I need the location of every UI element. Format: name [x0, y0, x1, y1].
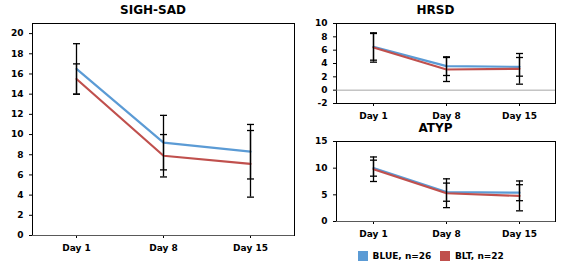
svg-text:6: 6	[321, 45, 327, 55]
svg-text:18: 18	[11, 49, 24, 59]
svg-text:Day 15: Day 15	[502, 111, 537, 121]
html-text:BLUE, n=26: BLUE, n=26	[372, 250, 432, 261]
svg-text:12: 12	[11, 109, 24, 119]
svg-text:Day 8: Day 8	[432, 111, 461, 121]
svg-text:Day 1: Day 1	[359, 229, 388, 239]
svg-text:0: 0	[321, 216, 327, 226]
svg-text:4: 4	[321, 58, 327, 68]
svg-text:15: 15	[315, 136, 328, 146]
svg-text:Day 15: Day 15	[233, 243, 268, 253]
svg-text:10: 10	[315, 163, 328, 173]
svg-text:14: 14	[11, 89, 24, 99]
svg-text:2: 2	[17, 210, 23, 220]
svg-text:Day 15: Day 15	[502, 229, 537, 239]
svg-text:5: 5	[321, 190, 327, 200]
svg-text:8: 8	[17, 150, 23, 160]
svg-text:16: 16	[11, 69, 24, 79]
svg-text:0: 0	[17, 230, 23, 240]
html-text:SIGH-SAD: SIGH-SAD	[120, 3, 186, 17]
svg-text:10: 10	[11, 129, 24, 139]
svg-text:8: 8	[321, 32, 327, 42]
svg-text:4: 4	[17, 190, 23, 200]
svg-text:Day 8: Day 8	[432, 229, 461, 239]
html-text:HRSD: HRSD	[416, 3, 455, 17]
svg-text:Day 1: Day 1	[359, 111, 388, 121]
svg-text:10: 10	[315, 18, 328, 28]
svg-text:0: 0	[321, 85, 327, 95]
svg-text:2: 2	[321, 72, 327, 82]
svg-text:Day 1: Day 1	[62, 243, 91, 253]
svg-text:6: 6	[17, 170, 23, 180]
svg-text:-2: -2	[318, 98, 328, 108]
html-text:BLT, n=22: BLT, n=22	[454, 250, 504, 261]
html-text:ATYP: ATYP	[418, 121, 453, 135]
svg-text:Day 8: Day 8	[149, 243, 178, 253]
svg-text:20: 20	[11, 28, 24, 38]
